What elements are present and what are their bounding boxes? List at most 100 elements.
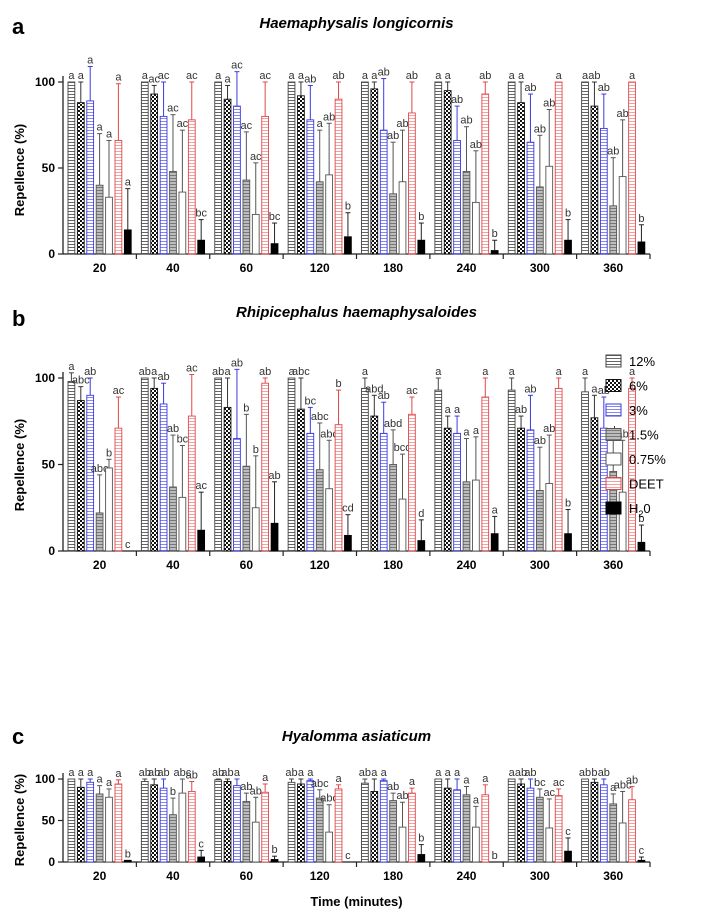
bar-h2o (417, 239, 426, 255)
bar-c3 (526, 787, 535, 863)
significance-letter: a (482, 366, 489, 378)
significance-letter: ab (157, 767, 169, 779)
significance-letter: a (97, 774, 104, 786)
significance-letter: abc (320, 793, 338, 805)
bar-c075 (398, 826, 407, 863)
x-tick-label: 240 (456, 558, 476, 572)
x-tick-label: 20 (93, 869, 107, 883)
bar-c3 (86, 100, 95, 255)
bar-c3 (453, 140, 461, 255)
significance-letter: b (345, 201, 351, 213)
bar-h2o (637, 241, 646, 255)
x-tick-label: 240 (456, 869, 476, 883)
significance-letter: a (435, 70, 442, 82)
significance-letter: b (565, 497, 571, 509)
x-tick-label: 360 (603, 869, 623, 883)
x-tick-label: 60 (240, 869, 254, 883)
significance-letter: a (317, 118, 324, 130)
x-tick-label: 60 (240, 261, 254, 275)
bar-c15 (462, 481, 471, 552)
bar-h2o (344, 236, 352, 255)
bar-h2o (564, 533, 572, 552)
bar-c6 (76, 102, 85, 255)
legend-label-deet: DEET (629, 477, 664, 492)
significance-letter: a (288, 70, 295, 82)
significance-letter: ab (378, 67, 390, 79)
bar-c075 (178, 792, 187, 863)
bar-c075 (325, 174, 333, 255)
significance-letter: ac (167, 103, 179, 115)
legend-label-c3: 3% (629, 403, 648, 418)
significance-letter: a (445, 404, 452, 416)
bar-c3 (159, 787, 168, 863)
significance-letter: abd (384, 418, 402, 430)
x-tick-label: 60 (240, 558, 254, 572)
bar-deet (554, 795, 563, 863)
bar-c3 (453, 789, 461, 863)
significance-letter: b (170, 786, 176, 798)
panel-b: b Rhipicephalus haemaphysaloides 0 50 100 Rep… (12, 304, 651, 572)
significance-letter: a (591, 383, 598, 395)
x-tick-label: 300 (530, 869, 550, 883)
bar-c15 (315, 469, 324, 552)
y-tick-label: 0 (48, 247, 55, 261)
significance-letter: ab (451, 94, 463, 106)
significance-letter: ab (524, 383, 536, 395)
bar-c12 (287, 81, 296, 255)
bar-c12 (581, 81, 589, 255)
bar-h2o (417, 854, 426, 863)
panel-title-c: Hyalomma asiaticum (282, 728, 431, 745)
bar-deet (408, 112, 416, 255)
bar-c12 (67, 81, 76, 255)
bar-deet (334, 788, 343, 863)
significance-letter: a (87, 767, 94, 779)
bar-c15 (169, 486, 177, 552)
significance-letter: a (381, 767, 388, 779)
significance-letter: a (97, 122, 104, 134)
bar-c12 (581, 391, 589, 552)
bar-c15 (536, 186, 544, 255)
bar-c075 (545, 483, 554, 552)
bar-c12 (434, 81, 443, 255)
significance-letter: abc (320, 428, 338, 440)
bar-c15 (242, 179, 251, 255)
significance-letter: ab (598, 82, 610, 94)
significance-letter: a (556, 70, 563, 82)
bar-c3 (86, 781, 95, 863)
significance-letter: a (371, 70, 378, 82)
bar-c6 (223, 98, 232, 255)
bar-c12 (67, 381, 76, 552)
significance-letter: a (582, 366, 589, 378)
significance-letter: ab (579, 767, 591, 779)
significance-letter: ab (626, 774, 638, 786)
panel-label-a: a (12, 14, 25, 39)
significance-letter: b (638, 213, 644, 225)
bar-c12 (361, 81, 369, 255)
significance-letter: ac (113, 385, 125, 397)
significance-letter: a (224, 366, 231, 378)
y-axis-label: Repellence (%) (12, 124, 27, 216)
bar-deet (334, 424, 343, 552)
bar-c6 (370, 415, 379, 552)
significance-letter: ab (231, 357, 243, 369)
x-tick-label: 120 (310, 558, 330, 572)
x-tick-label: 40 (166, 261, 180, 275)
bar-c6 (223, 781, 232, 863)
significance-letter: a (68, 70, 75, 82)
significance-letter: ac (406, 385, 418, 397)
x-tick-label: 40 (166, 558, 180, 572)
bar-h2o (564, 850, 572, 863)
bar-c075 (472, 479, 480, 552)
bar-c6 (370, 88, 379, 255)
bar-c12 (287, 377, 296, 552)
bar-h2o (270, 243, 279, 255)
bar-c3 (379, 432, 388, 552)
significance-letter: a (610, 782, 617, 794)
legend-label-c15: 1.5% (629, 428, 659, 443)
bar-h2o (490, 250, 499, 255)
significance-letter: ab (359, 767, 371, 779)
bar-c15 (536, 490, 544, 552)
significance-letter: abc (311, 411, 329, 423)
significance-letter: ac (553, 777, 565, 789)
